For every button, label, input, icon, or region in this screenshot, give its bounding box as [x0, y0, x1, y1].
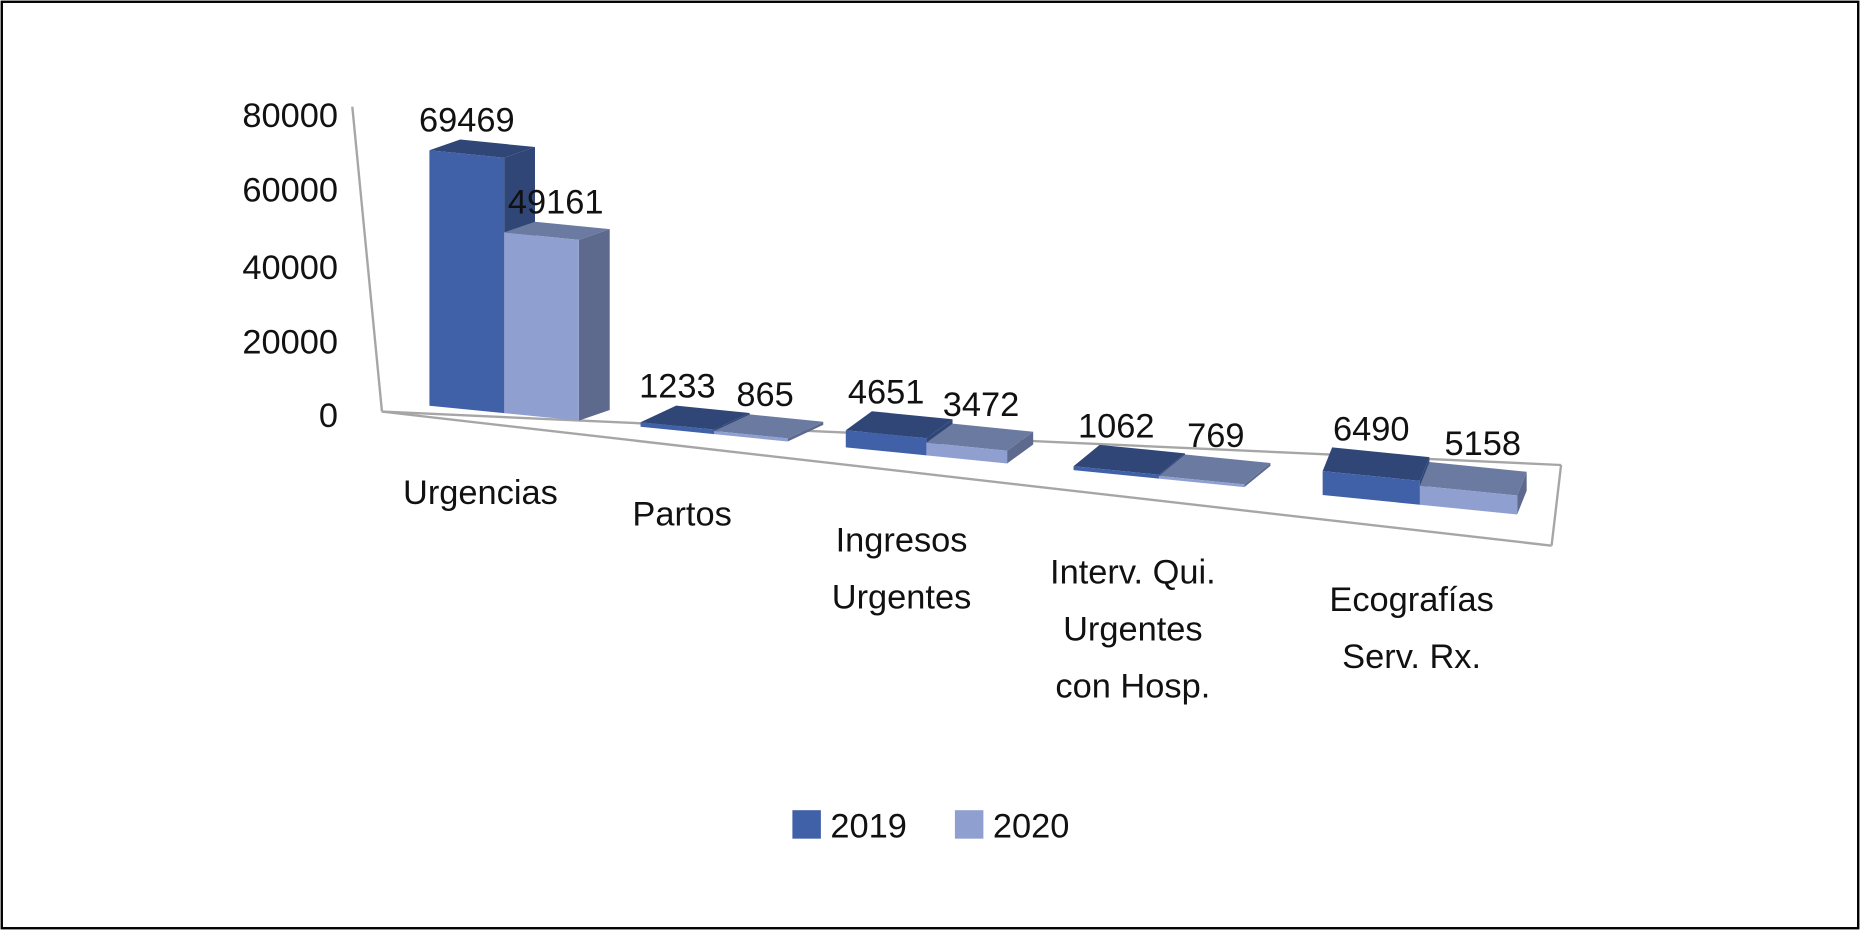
y-tick-labels: 80000 60000 40000 20000 0	[242, 97, 338, 435]
bar-front	[504, 232, 579, 421]
y-tick-label: 80000	[242, 97, 338, 135]
legend-swatch	[792, 810, 821, 839]
legend-label: 2019	[830, 807, 907, 845]
floor-right-edge	[1550, 464, 1563, 546]
category-label: Interv. Qui. Urgentes con Hosp.	[1050, 554, 1216, 706]
bar-top	[845, 411, 953, 439]
bar-top	[1158, 454, 1271, 485]
bar-top	[1419, 462, 1527, 496]
bar-front	[926, 442, 1008, 464]
legend: 2019 2020	[792, 807, 1069, 845]
value-label: 4651	[848, 373, 925, 411]
value-label: 5158	[1445, 425, 1522, 463]
bar-front	[1158, 475, 1245, 488]
floor-front-line	[381, 410, 1552, 547]
bar-side	[1007, 431, 1034, 464]
bar-2020	[504, 221, 610, 421]
legend-label: 2020	[993, 807, 1070, 845]
bar-front	[429, 150, 505, 414]
y-tick-label: 20000	[242, 323, 338, 361]
y-tick-label: 0	[319, 397, 338, 435]
value-label: 865	[736, 376, 793, 414]
legend-item-2020: 2020	[954, 807, 1070, 845]
value-label: 6490	[1333, 410, 1410, 448]
y-tick-label: 60000	[242, 172, 338, 210]
bar-side	[1517, 471, 1527, 515]
value-labels: 69469 49161 1233 865 4651 3472 1062 769 6490 5158	[419, 101, 1521, 463]
bar-2019	[1322, 447, 1430, 505]
bar-2019	[845, 411, 953, 456]
bar-top	[1322, 447, 1430, 481]
bar-front	[845, 430, 927, 456]
bar-side	[1244, 463, 1271, 488]
bar-side	[787, 421, 824, 442]
bar-2019	[1073, 444, 1186, 479]
bar-top	[504, 221, 610, 240]
category-labels: Urgencias Partos Ingresos Urgentes Interv. Q…	[403, 474, 1494, 705]
bar-front	[1322, 471, 1420, 505]
bar-top	[429, 139, 535, 158]
value-label: 69469	[419, 101, 515, 139]
legend-swatch	[954, 810, 984, 839]
bar-front	[1419, 485, 1518, 515]
value-label: 3472	[943, 386, 1020, 424]
bar-top	[1073, 444, 1186, 475]
value-label: 49161	[508, 184, 604, 222]
bar-2020	[1158, 454, 1271, 488]
bar-top	[714, 414, 824, 439]
category-label: Ecografías Serv. Rx.	[1329, 581, 1493, 676]
bar-top	[640, 405, 750, 430]
bar-front	[714, 430, 788, 442]
value-label: 1062	[1078, 407, 1155, 445]
bar-side	[578, 229, 610, 421]
bars	[429, 139, 1527, 515]
value-label: 1233	[639, 367, 716, 405]
category-label: Ingresos Urgentes	[832, 522, 972, 617]
y-axis-line	[351, 106, 384, 412]
category-label: Urgencias	[403, 474, 558, 512]
category-label: Partos	[632, 495, 731, 533]
legend-item-2019: 2019	[792, 807, 907, 845]
bar-2020	[1419, 462, 1527, 515]
value-label: 769	[1187, 417, 1244, 455]
bar-2020	[714, 414, 824, 442]
y-tick-label: 40000	[242, 249, 338, 287]
bar-top	[926, 423, 1034, 451]
bar-front	[640, 422, 715, 435]
bar-2020	[926, 423, 1034, 464]
bar-front	[1073, 466, 1159, 479]
